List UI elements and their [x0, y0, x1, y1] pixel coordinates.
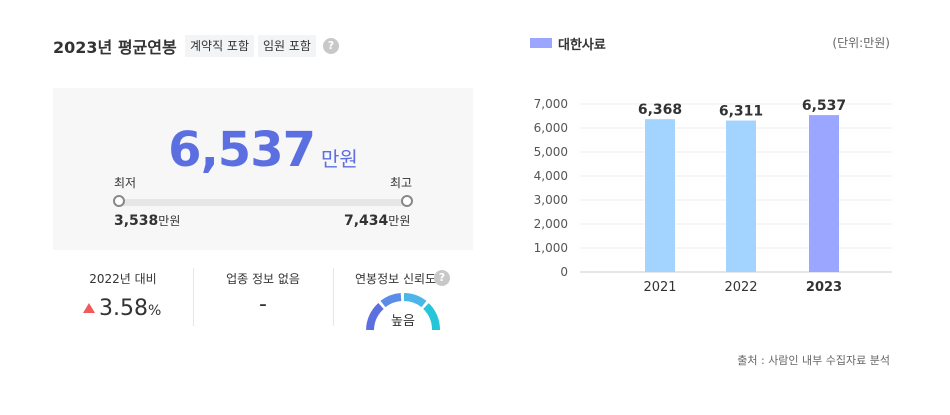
min-salary: 3,538만원: [114, 213, 181, 229]
max-salary: 7,434만원: [344, 213, 411, 229]
stat-divider: [333, 268, 334, 326]
up-triangle-icon: [83, 303, 95, 313]
bar-2022: [726, 120, 756, 272]
question-icon[interactable]: ?: [434, 270, 450, 286]
y-tick-label: 1,000: [534, 241, 568, 255]
average-salary-panel: 6,537 만원 최저 최고 3,538만원 7,434만원: [53, 88, 473, 250]
bar-2021: [645, 119, 675, 272]
stat-divider: [193, 268, 194, 326]
y-tick-label: 6,000: [534, 121, 568, 135]
industry-label: 업종 정보 없음: [226, 272, 300, 286]
change-label: 2022년 대비: [89, 272, 157, 286]
bar-2023: [809, 115, 839, 272]
question-icon[interactable]: ?: [323, 38, 339, 54]
x-tick-label: 2023: [806, 280, 842, 295]
min-label: 최저: [114, 176, 137, 190]
reliability-label: 연봉정보 신뢰도: [355, 272, 437, 286]
legend-swatch: [530, 38, 552, 48]
y-tick-label: 2,000: [534, 217, 568, 231]
reliability-value: 높음: [391, 314, 415, 329]
range-max-handle: [401, 195, 413, 207]
range-track: [119, 199, 407, 206]
x-tick-label: 2022: [724, 280, 757, 295]
tag-executive-included: 임원 포함: [258, 35, 316, 57]
y-tick-label: 5,000: [534, 145, 568, 159]
legend-label: 대한사료: [558, 38, 606, 53]
y-tick-label: 0: [560, 265, 568, 279]
change-value: 3.58%: [83, 296, 161, 321]
reliability-gauge: 높음: [366, 293, 441, 331]
average-salary-value: 6,537: [168, 122, 316, 178]
chart-unit: (단위:만원): [832, 36, 890, 50]
average-salary-unit: 만원: [321, 147, 358, 171]
page-title: 2023년 평균연봉: [53, 38, 177, 57]
max-label: 최고: [390, 176, 413, 190]
y-tick-label: 4,000: [534, 169, 568, 183]
y-tick-label: 7,000: [534, 97, 568, 111]
y-tick-label: 3,000: [534, 193, 568, 207]
source-note: 출처 : 사람인 내부 수집자료 분석: [737, 354, 890, 367]
tag-contract-included: 계약직 포함: [185, 35, 255, 57]
industry-value: -: [259, 292, 267, 317]
data-label: 6,537: [802, 98, 846, 114]
data-label: 6,311: [719, 104, 763, 120]
data-label: 6,368: [638, 102, 682, 118]
salary-bar-chart: 0 1,000 2,000 3,000 4,000 5,000 6,000 7,000 6,36…: [534, 97, 892, 295]
average-salary: 6,537 만원: [53, 122, 473, 178]
x-tick-label: 2021: [643, 280, 676, 295]
range-min-handle: [113, 195, 125, 207]
